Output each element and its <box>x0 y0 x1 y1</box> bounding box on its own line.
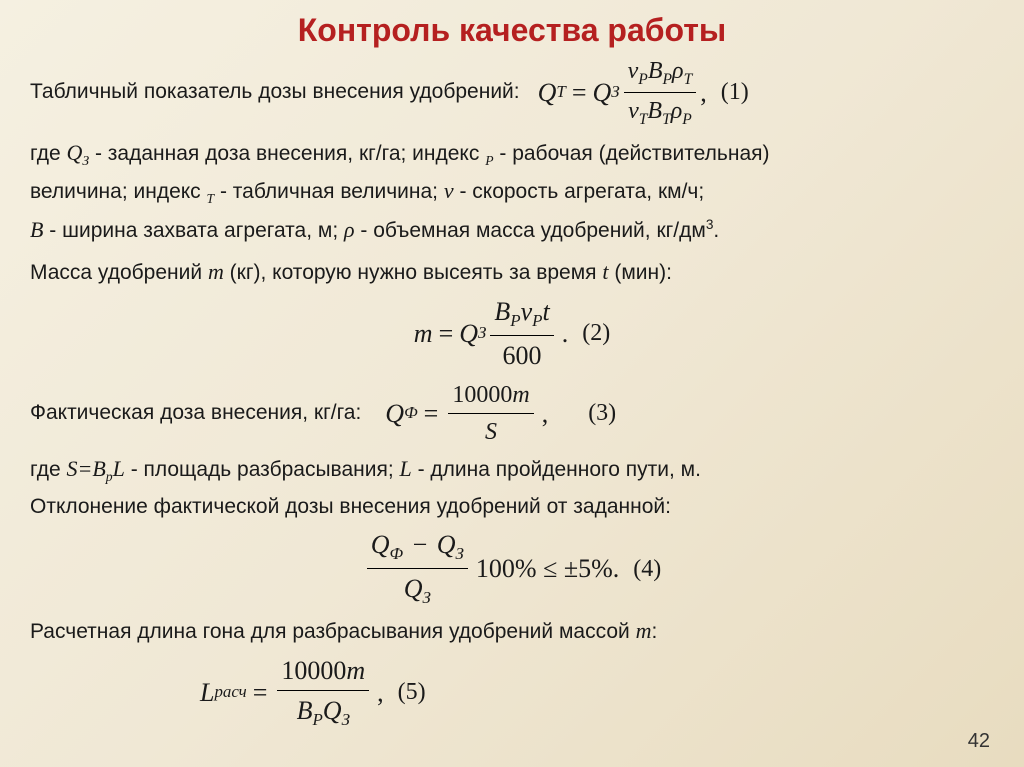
eq3-row: Фактическая доза внесения, кг/га: QФ = 1… <box>30 379 994 449</box>
page-title: Контроль качества работы <box>0 0 1024 55</box>
eq5-frac: 10000m BPQЗ <box>277 653 369 732</box>
defs-s-var: S=B <box>66 456 105 481</box>
defs-rho: ρ <box>344 217 355 242</box>
defs-line3: B - ширина захвата агрегата, м; ρ - объе… <box>30 215 994 245</box>
calc-len-m: m <box>636 618 652 643</box>
eq2-factor: Q <box>459 316 478 351</box>
defs-t-sub: Т <box>207 191 215 206</box>
defs-3b: - объемная масса удобрений, кг/дм <box>355 219 706 242</box>
content-area: Табличный показатель дозы внесения удобр… <box>0 55 1024 732</box>
defs-p-sub: Р <box>485 153 493 168</box>
eq2-den: 600 <box>499 336 546 373</box>
eq4-formula: QФ − QЗ QЗ 100% ≤ ±5%. (4) <box>30 527 994 610</box>
eq1-lhs: Q <box>538 75 557 110</box>
eq3-label: Фактическая доза внесения, кг/га: <box>30 399 361 427</box>
eq3-comma: , <box>542 396 549 431</box>
eq1-label: Табличный показатель дозы внесения удобр… <box>30 78 520 106</box>
defs-s: где S=BрL - площадь разбрасывания; L - д… <box>30 454 994 487</box>
defs-2a: величина; индекс <box>30 180 207 203</box>
eq5-number: (5) <box>398 676 426 708</box>
eq2-factor-sub: З <box>478 322 486 345</box>
eq1-factor: Q <box>592 75 611 110</box>
eq5-lhs: L <box>200 675 214 710</box>
eq4-minus: − <box>413 530 428 559</box>
calc-len-b: : <box>651 620 657 643</box>
eq4-num-b: Q <box>437 530 456 559</box>
eq2-frac: BPνPt 600 <box>490 294 553 373</box>
defs-2c: - скорость агрегата, км/ч; <box>454 180 705 203</box>
eq3-lhs: Q <box>385 396 404 431</box>
eq5-formula: Lрасч = 10000m BPQЗ , (5) <box>200 653 994 732</box>
defs-3c: . <box>713 219 719 242</box>
eq1-factor-sub: З <box>611 81 619 104</box>
defs-line2: величина; индекс Т - табличная величина;… <box>30 176 994 209</box>
eq5-den-a-sub: P <box>312 710 322 729</box>
eq2-eq: = <box>439 316 454 351</box>
eq2-formula: m = QЗ BPνPt 600 . (2) <box>30 294 994 373</box>
eq5-comma: , <box>377 675 384 710</box>
defs-l: L <box>400 456 412 481</box>
mass-m: m <box>208 259 224 284</box>
eq5-eq: = <box>253 675 268 710</box>
eq4-number: (4) <box>633 553 661 585</box>
eq2-lhs: m <box>414 316 433 351</box>
eq4-num-b-sub: З <box>456 545 464 564</box>
defs-s-c: - длина пройденного пути, м. <box>412 458 701 481</box>
eq4-tail: 100% ≤ ±5%. <box>476 551 619 586</box>
deviation-label: Отклонение фактической дозы внесения удо… <box>30 493 994 521</box>
eq5-den-b-sub: З <box>342 710 350 729</box>
defs-b: B <box>30 217 43 242</box>
defs-s-sub: р <box>106 470 113 485</box>
mass-c: (мин): <box>609 261 672 284</box>
calc-len-a: Расчетная длина гона для разбрасывания у… <box>30 620 636 643</box>
eq3-formula: QФ = 10000m S , (3) <box>385 379 616 449</box>
eq1-row: Табличный показатель дозы внесения удобр… <box>30 55 994 130</box>
mass-a: Масса удобрений <box>30 261 208 284</box>
eq1-lhs-sub: T <box>556 81 565 104</box>
eq1-number: (1) <box>721 76 749 108</box>
eq4-den-sub: З <box>423 589 431 608</box>
eq5-lhs-sub: расч <box>214 681 246 704</box>
eq3-eq: = <box>424 396 439 431</box>
defs-1c: - рабочая (действительная) <box>494 142 770 165</box>
defs-q3: Q <box>66 140 82 165</box>
defs-2b: - табличная величина; <box>214 180 444 203</box>
page-number: 42 <box>968 730 990 753</box>
eq3-lhs-sub: Ф <box>404 402 418 425</box>
mass-line: Масса удобрений m (кг), которую нужно вы… <box>30 257 994 287</box>
eq2-number: (2) <box>582 317 610 349</box>
eq3-number: (3) <box>588 397 616 429</box>
defs-nu: ν <box>444 178 454 203</box>
defs-line1: где QЗ - заданная доза внесения, кг/га; … <box>30 138 994 171</box>
calc-len-line: Расчетная длина гона для разбрасывания у… <box>30 616 994 646</box>
eq1-formula: QT = QЗ νPBPρT νTBTρP , (1) <box>538 55 749 130</box>
eq4-den: Q <box>404 574 423 603</box>
defs-s-var2: L <box>113 456 125 481</box>
eq3-den: S <box>485 419 497 445</box>
defs-1b: - заданная доза внесения, кг/га; индекс <box>89 142 485 165</box>
eq1-eq: = <box>572 75 587 110</box>
defs-s-b: - площадь разбрасывания; <box>125 458 400 481</box>
eq5-den-b: Q <box>323 696 342 725</box>
eq5-den-a: B <box>297 696 313 725</box>
mass-b: (кг), которую нужно высеять за время <box>224 261 603 284</box>
eq1-comma: , <box>700 75 707 110</box>
defs-1a: где <box>30 142 66 165</box>
eq3-frac: 10000m S <box>448 379 533 449</box>
eq4-num-a-sub: Ф <box>390 545 404 564</box>
eq2-dot: . <box>562 316 569 351</box>
eq1-frac: νPBPρT νTBTρP <box>624 55 697 130</box>
defs-s-a: где <box>30 458 66 481</box>
eq4-frac: QФ − QЗ QЗ <box>367 527 468 610</box>
eq4-num-a: Q <box>371 530 390 559</box>
defs-3a: - ширина захвата агрегата, м; <box>43 219 344 242</box>
